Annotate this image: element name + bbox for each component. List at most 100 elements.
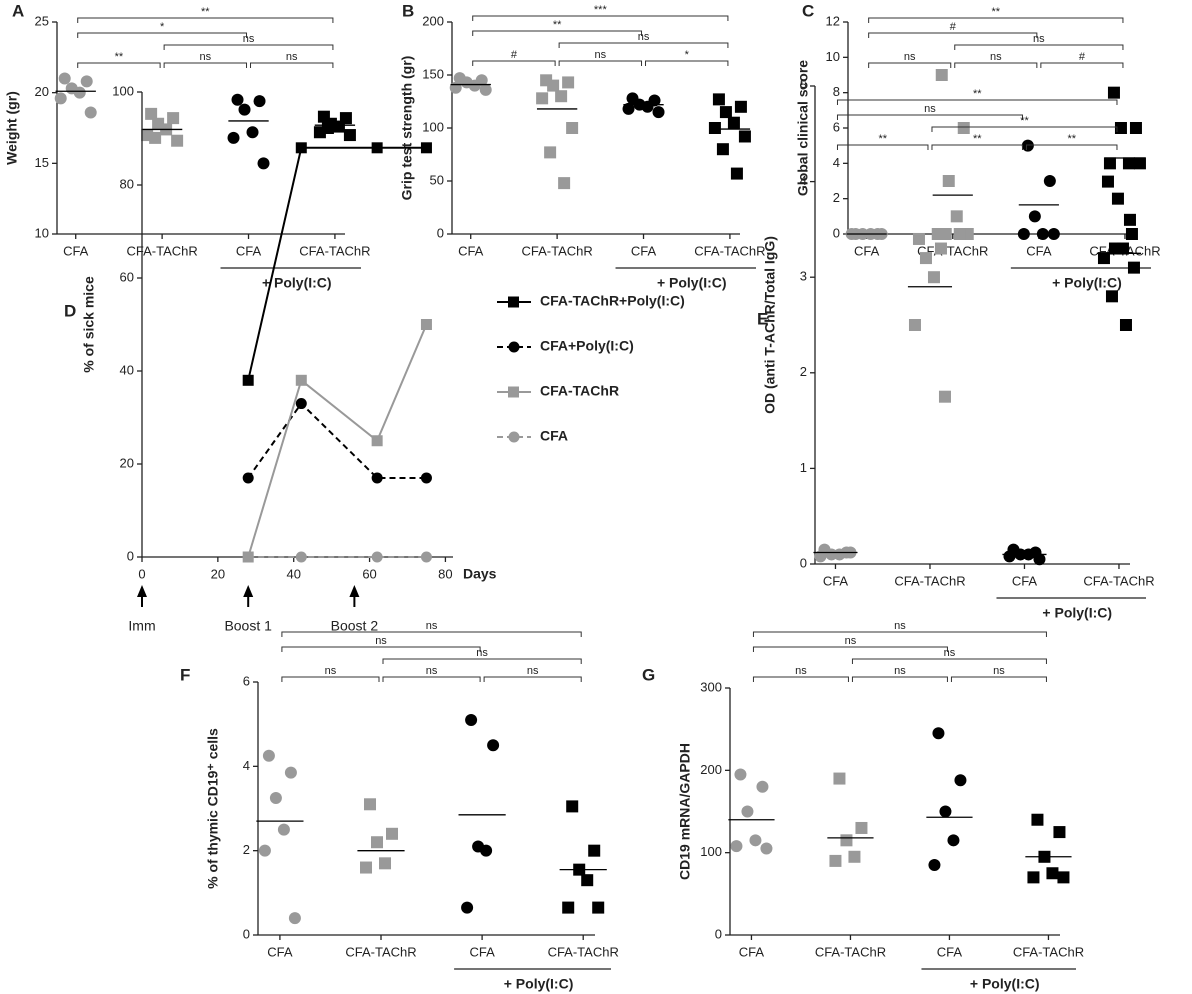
- marker: [1047, 228, 1060, 240]
- marker: [652, 106, 665, 119]
- marker: [1111, 192, 1124, 205]
- y-tick-label: 100: [422, 119, 444, 134]
- bracket-label: **: [1067, 133, 1076, 145]
- y-tick-label: 40: [120, 362, 134, 377]
- marker: [1043, 175, 1056, 187]
- bracket-label: *: [685, 49, 690, 61]
- marker: [420, 551, 432, 563]
- bracket-label: **: [115, 51, 124, 63]
- marker: [919, 252, 932, 265]
- y-tick-label: 50: [430, 172, 444, 187]
- marker: [719, 106, 732, 119]
- y-tick-label: 6: [833, 119, 840, 134]
- x-tick-label: 0: [138, 566, 145, 581]
- x-tick-label: CFA: [236, 243, 262, 258]
- marker: [1125, 228, 1138, 240]
- marker: [284, 766, 297, 779]
- bracket-label: ns: [993, 665, 1005, 677]
- bracket-label: ns: [1033, 33, 1045, 45]
- marker: [942, 175, 955, 187]
- marker: [756, 780, 769, 793]
- marker: [730, 167, 743, 180]
- bracket: [483, 676, 582, 682]
- bracket: [163, 62, 248, 68]
- bracket-label: ns: [638, 31, 650, 43]
- marker: [1107, 86, 1120, 99]
- y-tick-label: 80: [120, 176, 134, 191]
- bracket: [752, 646, 948, 652]
- bracket: [836, 114, 1023, 120]
- bracket: [250, 62, 334, 68]
- y-tick-label: 2: [800, 364, 807, 379]
- x-tick-label: 60: [362, 566, 376, 581]
- marker: [1123, 213, 1136, 226]
- marker: [1036, 228, 1049, 240]
- marker: [379, 857, 392, 870]
- marker: [592, 901, 605, 914]
- y-axis-label: Global clinical score: [795, 60, 811, 196]
- marker: [258, 844, 271, 857]
- marker: [420, 142, 432, 154]
- bracket-label: ns: [894, 665, 906, 677]
- marker: [238, 103, 251, 116]
- marker: [171, 134, 184, 147]
- marker: [1097, 252, 1110, 265]
- marker: [321, 122, 334, 134]
- marker: [449, 81, 462, 94]
- marker: [227, 131, 240, 144]
- y-axis-label: Grip test strength (gr): [399, 56, 415, 201]
- marker: [562, 901, 575, 914]
- legend-label: CFA+Poly(I:C): [540, 338, 634, 354]
- bracket: [836, 99, 1118, 105]
- y-tick-label: 4: [243, 758, 250, 773]
- marker: [562, 76, 575, 89]
- x-tick-label: CFA: [937, 944, 963, 959]
- y-axis-label: % of sick mice: [81, 276, 97, 373]
- marker: [730, 840, 743, 853]
- bracket-label: ns: [243, 33, 255, 45]
- group-label: + Poly(I:C): [262, 275, 332, 291]
- marker: [371, 836, 384, 849]
- x-tick-label: 40: [286, 566, 300, 581]
- x-tick-label: CFA: [458, 243, 484, 258]
- annotation-label: Boost 1: [224, 618, 272, 634]
- panel-label: B: [402, 1, 414, 20]
- panel-label: D: [64, 301, 76, 320]
- y-tick-label: 300: [700, 679, 722, 694]
- x-tick-label: CFA: [63, 243, 89, 258]
- marker: [246, 126, 259, 139]
- marker: [1057, 871, 1070, 884]
- y-tick-label: 4: [833, 155, 840, 170]
- bracket: [281, 646, 481, 652]
- bracket-label: **: [973, 88, 982, 100]
- x-axis-label: Days: [463, 566, 497, 582]
- panel-label: C: [802, 1, 814, 20]
- bracket-label: #: [950, 21, 957, 33]
- marker: [749, 834, 762, 847]
- x-tick-label: CFA-TAChR: [917, 243, 988, 258]
- bracket-label: **: [992, 6, 1001, 18]
- y-tick-label: 0: [243, 926, 250, 941]
- marker: [547, 79, 560, 92]
- marker: [833, 772, 846, 785]
- marker: [480, 844, 493, 857]
- bracket: [931, 144, 1023, 150]
- y-tick-label: 100: [700, 844, 722, 859]
- bracket: [931, 126, 1118, 132]
- y-tick-label: 0: [833, 225, 840, 240]
- bracket-label: **: [201, 6, 210, 18]
- marker: [833, 548, 846, 561]
- y-tick-label: 0: [800, 555, 807, 570]
- bracket: [752, 676, 849, 682]
- marker: [371, 435, 383, 447]
- y-tick-label: 8: [833, 84, 840, 99]
- marker: [566, 122, 579, 134]
- marker: [269, 791, 282, 804]
- bracket-label: #: [511, 49, 518, 61]
- y-tick-label: 15: [35, 155, 49, 170]
- marker: [1027, 871, 1040, 884]
- marker: [58, 72, 71, 85]
- marker: [939, 805, 952, 818]
- marker: [54, 92, 67, 105]
- bracket: [77, 32, 248, 38]
